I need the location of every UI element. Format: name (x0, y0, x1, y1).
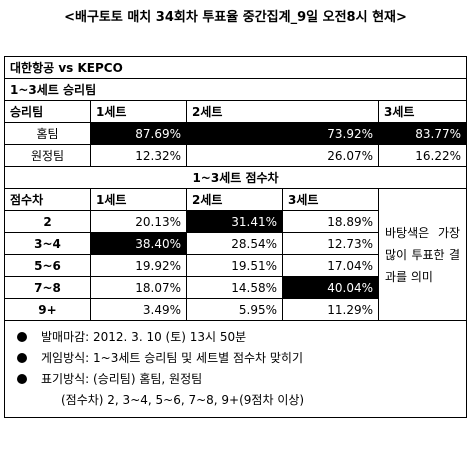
cell-diff-5-6-set1: 19.92% (90, 254, 187, 277)
highlight-note: 바탕색은 가장 많이 투표한 결과를 의미 (377, 188, 468, 321)
cell-away-set1: 12.32% (90, 144, 187, 167)
row-label-diff-3-4: 3~4 (4, 232, 91, 255)
cell-diff-2-set1: 20.13% (90, 210, 187, 233)
cell-diff-7-8-set3: 40.04% (282, 276, 379, 299)
vote-rate-table: 대한항공 vs KEPCO 1~3세트 승리팀 승리팀 1세트 2세트 3세트 … (3, 56, 468, 418)
note-deadline: 발매마감: 2012. 3. 10 (토) 13시 50분 (41, 330, 247, 344)
winner-header-set3: 3세트 (377, 100, 468, 123)
cell-home-set1: 87.69% (90, 122, 187, 145)
diff-header-label: 점수차 (4, 188, 91, 211)
cell-diff-5-6-set2: 19.51% (186, 254, 283, 277)
notes-block: 발매마감: 2012. 3. 10 (토) 13시 50분 게임방식: 1~3세… (3, 320, 468, 418)
row-label-away: 원정팀 (4, 144, 91, 167)
cell-away-set3: 16.22% (377, 144, 468, 167)
note-notation-continued: (점수차) 2, 3~4, 5~6, 7~8, 9+(9점차 이상) (61, 393, 305, 407)
cell-diff-3-4-set1: 38.40% (90, 232, 187, 255)
winner-section-title: 1~3세트 승리팀 (3, 78, 468, 101)
winner-header-set2: 2세트 (186, 100, 379, 123)
note-item: 발매마감: 2012. 3. 10 (토) 13시 50분 (13, 327, 458, 348)
cell-home-set3: 83.77% (377, 122, 468, 145)
cell-diff-2-set3: 18.89% (282, 210, 379, 233)
cell-diff-9plus-set3: 11.29% (282, 298, 379, 321)
table-row: 9+ 3.49% 5.95% 11.29% (4, 298, 467, 321)
bullet-icon (17, 353, 27, 363)
diff-header-set2: 2세트 (186, 188, 283, 211)
cell-diff-9plus-set1: 3.49% (90, 298, 187, 321)
row-label-diff-2: 2 (4, 210, 91, 233)
note-item: 표기방식: (승리팀) 홈팀, 원정팀 (13, 369, 458, 390)
cell-diff-2-set2: 31.41% (186, 210, 283, 233)
winner-header-label: 승리팀 (4, 100, 91, 123)
row-label-diff-7-8: 7~8 (4, 276, 91, 299)
cell-away-set2: 26.07% (186, 144, 379, 167)
match-title: 대한항공 vs KEPCO (3, 56, 468, 79)
diff-header-set3: 3세트 (282, 188, 379, 211)
table-row: 홈팀 87.69% 73.92% 83.77% (4, 122, 468, 145)
cell-home-set2: 73.92% (186, 122, 379, 145)
note-item: 게임방식: 1~3세트 승리팀 및 세트별 점수차 맞히기 (13, 348, 458, 369)
page-title: <배구토토 매치 34회차 투표율 중간집계_9일 오전8시 현재> (64, 10, 407, 25)
note-game-method: 게임방식: 1~3세트 승리팀 및 세트별 점수차 맞히기 (41, 351, 304, 365)
cell-diff-5-6-set3: 17.04% (282, 254, 379, 277)
row-label-diff-9plus: 9+ (4, 298, 91, 321)
note-notation: 표기방식: (승리팀) 홈팀, 원정팀 (41, 372, 203, 386)
cell-diff-3-4-set3: 12.73% (282, 232, 379, 255)
cell-diff-9plus-set2: 5.95% (186, 298, 283, 321)
row-label-diff-5-6: 5~6 (4, 254, 91, 277)
table-row: 2 20.13% 31.41% 18.89% (4, 210, 467, 233)
bullet-icon (17, 332, 27, 342)
bullet-icon (17, 374, 27, 384)
cell-diff-3-4-set2: 28.54% (186, 232, 283, 255)
table-row: 원정팀 12.32% 26.07% 16.22% (4, 144, 468, 167)
row-label-home: 홈팀 (4, 122, 91, 145)
table-row: 3~4 38.40% 28.54% 12.73% (4, 232, 467, 255)
winner-header-set1: 1세트 (90, 100, 187, 123)
cell-diff-7-8-set1: 18.07% (90, 276, 187, 299)
diff-header-set1: 1세트 (90, 188, 187, 211)
diff-section-title: 1~3세트 점수차 (3, 166, 468, 189)
cell-diff-7-8-set2: 14.58% (186, 276, 283, 299)
